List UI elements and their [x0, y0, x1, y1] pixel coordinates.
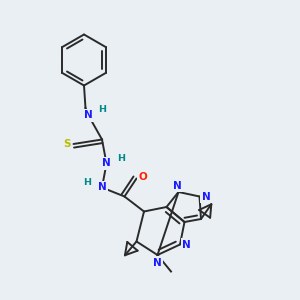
Text: H: H [117, 154, 125, 163]
Text: N: N [84, 110, 93, 121]
Text: H: H [84, 178, 92, 187]
Text: N: N [202, 191, 211, 202]
Text: N: N [98, 182, 106, 193]
Text: N: N [182, 239, 191, 250]
Text: O: O [138, 172, 147, 182]
Text: N: N [102, 158, 111, 169]
Text: S: S [63, 139, 71, 149]
Text: H: H [98, 105, 106, 114]
Text: N: N [153, 257, 162, 268]
Text: N: N [172, 181, 182, 191]
